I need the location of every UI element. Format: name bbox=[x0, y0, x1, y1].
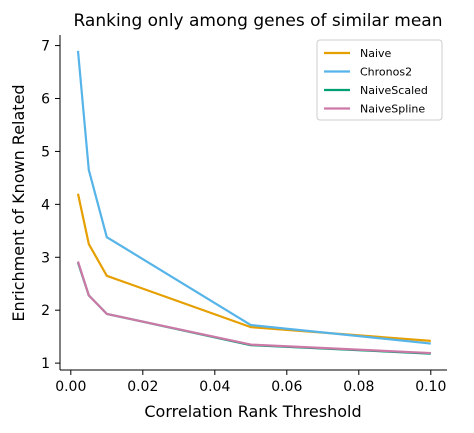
series-line-chronos2 bbox=[76, 50, 431, 345]
y-tick-label: 2 bbox=[41, 303, 50, 319]
x-tick-label: 0.00 bbox=[55, 379, 86, 395]
legend-label-naive: Naive bbox=[360, 47, 392, 60]
legend-label-chronos2: Chronos2 bbox=[360, 66, 412, 79]
y-tick-label: 7 bbox=[41, 39, 50, 55]
y-tick-label: 5 bbox=[41, 144, 50, 160]
legend-frame bbox=[316, 39, 443, 121]
x-tick-label: 0.04 bbox=[199, 379, 230, 395]
legend-label-naivescaled: NaiveScaled bbox=[360, 84, 428, 97]
chart-title: Ranking only among genes of similar mean bbox=[73, 11, 442, 31]
x-tick-label: 0.02 bbox=[127, 379, 158, 395]
y-tick-label: 1 bbox=[41, 356, 50, 372]
y-tick-label: 4 bbox=[41, 197, 50, 213]
y-axis-title: Enrichment of Known Related bbox=[9, 84, 28, 321]
x-tick-label: 0.10 bbox=[415, 379, 446, 395]
x-tick-label: 0.08 bbox=[343, 379, 374, 395]
series-line-naivescaled bbox=[76, 262, 431, 355]
x-tick-label: 0.06 bbox=[271, 379, 302, 395]
y-tick-label: 6 bbox=[41, 92, 50, 108]
legend: Naive Chronos2 NaiveScaled NaiveSpline bbox=[316, 39, 443, 121]
legend-label-naivespline: NaiveSpline bbox=[360, 103, 425, 116]
plot-area bbox=[76, 50, 431, 355]
y-axis-ticks: 1 2 3 4 5 6 7 bbox=[41, 39, 60, 372]
x-axis-title: Correlation Rank Threshold bbox=[144, 402, 361, 421]
series-line-naivespline bbox=[76, 261, 431, 355]
x-axis-ticks: 0.00 0.02 0.04 0.06 0.08 0.10 bbox=[55, 370, 446, 395]
y-tick-label: 3 bbox=[41, 250, 50, 266]
